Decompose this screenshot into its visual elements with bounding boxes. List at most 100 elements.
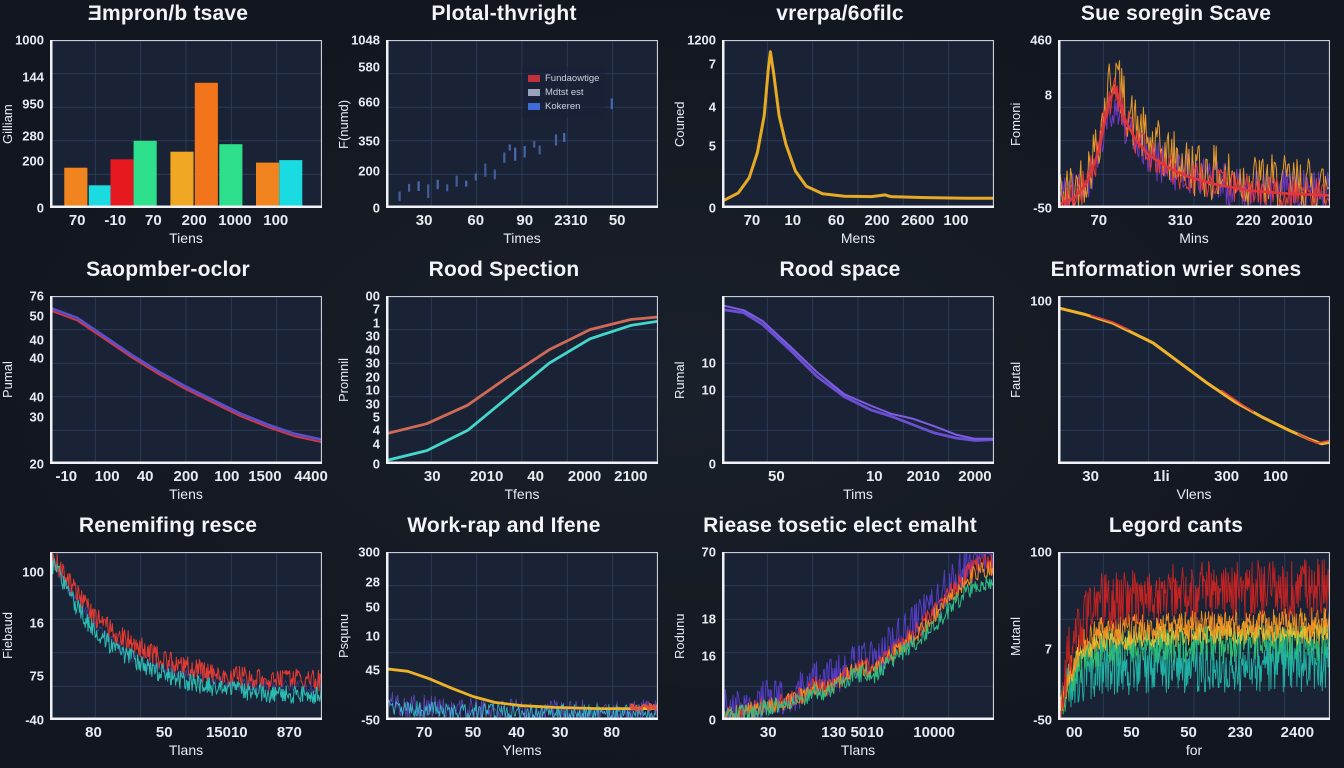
y-tick-label: 30 bbox=[29, 409, 44, 425]
x-axis-ticks: 80 50 15010 870 bbox=[50, 724, 322, 742]
chart-svg bbox=[386, 552, 658, 720]
plot-area bbox=[1058, 552, 1330, 720]
chart-card: Legord cants Mutanl 100 7 -50 00 50 50 230 240… bbox=[1008, 512, 1344, 768]
y-tick-label: 144 bbox=[22, 69, 44, 85]
chart-svg bbox=[386, 40, 658, 208]
y-tick-label: 0 bbox=[36, 200, 44, 216]
plot-area bbox=[722, 40, 994, 208]
chart-title: Saopmber-oclor bbox=[86, 258, 250, 281]
chart-card: Sue soregin Scave Fomoni 460 8 -50 70 310 22… bbox=[1008, 0, 1344, 256]
chart-card: Rood Spection Promnil 00 7 1 30 40 30 20 10 30 5 4… bbox=[336, 256, 672, 512]
y-tick-label: 1000 bbox=[15, 32, 44, 48]
chart-title: Sue soregin Scave bbox=[1080, 2, 1272, 25]
x-tick-label: 1000 bbox=[218, 212, 252, 229]
legend-swatch-icon bbox=[528, 102, 540, 110]
y-tick-label: 1200 bbox=[687, 32, 716, 48]
plot-area bbox=[50, 296, 322, 464]
y-tick-label: 20 bbox=[29, 456, 44, 472]
chart-svg bbox=[1058, 40, 1330, 208]
y-tick-label: 300 bbox=[358, 544, 380, 560]
legend-label: Mdtst est bbox=[545, 86, 584, 98]
y-tick-label: 40 bbox=[365, 342, 380, 358]
x-tick-label: 100 bbox=[1263, 468, 1289, 485]
y-tick-label: 660 bbox=[358, 94, 380, 110]
chart-title: Plotal-thvright bbox=[431, 2, 577, 25]
y-tick-label: 0 bbox=[372, 200, 380, 216]
x-tick-label: 200 bbox=[864, 212, 890, 229]
x-tick-label: 300 bbox=[1214, 468, 1240, 485]
chart-title: Renemifing resce bbox=[78, 514, 258, 537]
y-tick-label: 200 bbox=[22, 153, 44, 169]
chart-svg bbox=[386, 296, 658, 464]
x-tick-label: 2400 bbox=[1280, 724, 1315, 741]
chart-card: Renemifing resce Fiebaud 100 16 75 -40 80 50… bbox=[0, 512, 336, 768]
x-tick-label: 200 bbox=[181, 212, 207, 229]
y-tick-label: 100 bbox=[22, 564, 44, 580]
x-axis-ticks: 30 1li 300 100 bbox=[1058, 468, 1330, 486]
x-tick-label: 100 bbox=[214, 468, 240, 485]
x-tick-label: 60 bbox=[827, 212, 845, 229]
x-tick-label: 1li bbox=[1153, 468, 1170, 485]
x-tick-label: 00 bbox=[1065, 724, 1083, 741]
x-axis-label: Tlans bbox=[840, 742, 876, 758]
y-tick-label: 75 bbox=[29, 668, 44, 684]
x-tick-label: 80 bbox=[85, 724, 102, 741]
y-axis-ticks: 100 bbox=[1022, 294, 1056, 464]
x-tick-label: 30 bbox=[759, 724, 777, 741]
x-axis-label: Tiens bbox=[169, 230, 203, 246]
x-tick-label: 2600 bbox=[901, 212, 935, 229]
x-tick-label: 100 bbox=[263, 212, 289, 229]
y-axis-ticks: 100 16 75 -40 bbox=[14, 552, 48, 728]
y-tick-label: 45 bbox=[365, 662, 380, 678]
chart-svg bbox=[722, 552, 994, 720]
x-axis-label: Ylems bbox=[502, 742, 542, 758]
y-tick-label: -50 bbox=[361, 712, 380, 728]
chart-svg bbox=[722, 296, 994, 464]
y-tick-label: -50 bbox=[1033, 200, 1052, 216]
legend-label: Kokeren bbox=[545, 100, 581, 112]
x-tick-label: 100 bbox=[94, 468, 120, 485]
x-axis-label: Tiens bbox=[169, 486, 203, 502]
y-tick-label: 7 bbox=[708, 56, 716, 72]
y-tick-label: -40 bbox=[25, 712, 44, 728]
y-tick-label: 40 bbox=[29, 332, 44, 348]
y-axis-ticks: 460 8 -50 bbox=[1022, 33, 1056, 216]
legend-swatch-icon bbox=[528, 88, 540, 96]
x-tick-label: 50 bbox=[155, 724, 173, 741]
plot-area bbox=[1058, 40, 1330, 208]
y-axis-ticks: 10 10 0 bbox=[686, 296, 720, 472]
y-axis-ticks: 300 28 50 10 45 -50 bbox=[350, 545, 384, 728]
y-axis-ticks: 1200 7 4 5 0 bbox=[686, 33, 720, 216]
x-tick-label: 870 bbox=[276, 724, 302, 741]
chart-title: vrerpa/6ofilc bbox=[776, 2, 904, 25]
plot-area bbox=[1058, 296, 1330, 464]
x-tick-label: 15010 bbox=[205, 724, 248, 741]
y-tick-label: 280 bbox=[22, 128, 44, 144]
x-tick-label: 10 bbox=[784, 212, 802, 229]
y-tick-label: 10 bbox=[365, 628, 380, 644]
chart-card: Work-rap and Ifene Psqunu 300 28 50 10 45 -50… bbox=[336, 512, 672, 768]
x-axis-label: Tims bbox=[843, 486, 873, 502]
y-tick-label: 16 bbox=[701, 648, 716, 664]
y-tick-label: 200 bbox=[358, 163, 380, 179]
x-tick-label: 10000 bbox=[913, 724, 956, 741]
x-axis-label: Mins bbox=[1179, 230, 1209, 246]
legend-item: Kokeren bbox=[528, 101, 599, 112]
y-tick-label: -50 bbox=[1033, 712, 1052, 728]
chart-title: Rood Spection bbox=[428, 258, 580, 281]
y-tick-label: 18 bbox=[701, 611, 716, 627]
chart-svg bbox=[722, 40, 994, 208]
chart-card: Saopmber-oclor Pumal 76 50 40 40 40 30 20 -10 1… bbox=[0, 256, 336, 512]
x-tick-label: 130 5010 bbox=[821, 724, 884, 741]
chart-title: Ǝmpron/b tsave bbox=[87, 2, 249, 25]
x-axis-label: for bbox=[1185, 742, 1203, 758]
x-axis-ticks: 30 60 90 2310 50 bbox=[386, 212, 658, 230]
y-axis-ticks: 1000 144 950 280 200 0 bbox=[14, 33, 48, 216]
x-tick-label: 70 bbox=[145, 212, 162, 229]
y-tick-label: 76 bbox=[29, 288, 44, 304]
legend: Fundaowtige Mdtst est Kokeren bbox=[522, 66, 606, 118]
legend-swatch-icon bbox=[528, 74, 540, 82]
x-tick-label: 40 bbox=[136, 468, 154, 485]
y-tick-label: 950 bbox=[22, 96, 44, 112]
x-tick-label: 50 bbox=[1123, 724, 1140, 741]
